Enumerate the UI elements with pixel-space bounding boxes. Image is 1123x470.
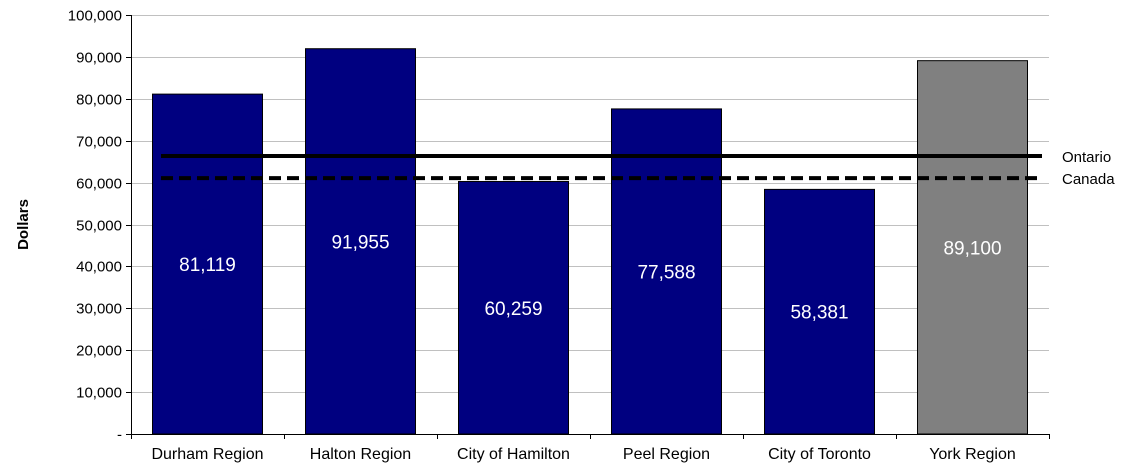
bar-durham-region	[152, 93, 263, 435]
y-tick-label: 70,000	[76, 134, 122, 151]
bars	[152, 48, 1028, 435]
data-label: 58,381	[790, 303, 848, 324]
x-tick-label: Halton Region	[310, 446, 411, 463]
gridlines	[131, 15, 1049, 393]
y-tick-label: 60,000	[76, 176, 122, 193]
bar-city-of-toronto	[764, 188, 875, 435]
data-label: 81,119	[179, 255, 236, 276]
data-label: 89,100	[943, 238, 1001, 259]
bar-peel-region	[611, 108, 722, 435]
reference-lines	[161, 153, 1042, 181]
y-tick-label: 100,000	[68, 8, 122, 25]
x-tick-label: City of Toronto	[768, 446, 871, 463]
reference-label-ontario: Ontario	[1062, 149, 1111, 166]
data-label: 91,955	[331, 232, 389, 253]
x-tick-label: Peel Region	[623, 446, 710, 463]
y-tick-label: 10,000	[76, 385, 122, 402]
y-tick-label: 80,000	[76, 92, 122, 109]
y-tick-label: 30,000	[76, 301, 122, 318]
x-tick-label: York Region	[929, 446, 1016, 463]
labels: - 10,000 20,000 30,000 40,000 50,000 60,000 70,…	[15, 8, 1115, 464]
y-tick-label: -	[117, 427, 122, 444]
data-label: 77,588	[637, 262, 695, 283]
data-label: 60,259	[484, 299, 542, 320]
bar-york-region	[917, 60, 1028, 435]
y-tick-label: 40,000	[76, 259, 122, 276]
reference-label-canada: Canada	[1062, 171, 1115, 188]
axes	[126, 15, 1050, 439]
y-axis-title: Dollars	[15, 199, 32, 250]
bar-halton-region	[305, 48, 416, 435]
y-tick-label: 90,000	[76, 50, 122, 67]
x-tick-label: Durham Region	[151, 446, 263, 463]
y-tick-label: 50,000	[76, 218, 122, 235]
y-tick-label: 20,000	[76, 343, 122, 360]
x-tick-label: City of Hamilton	[457, 446, 570, 463]
